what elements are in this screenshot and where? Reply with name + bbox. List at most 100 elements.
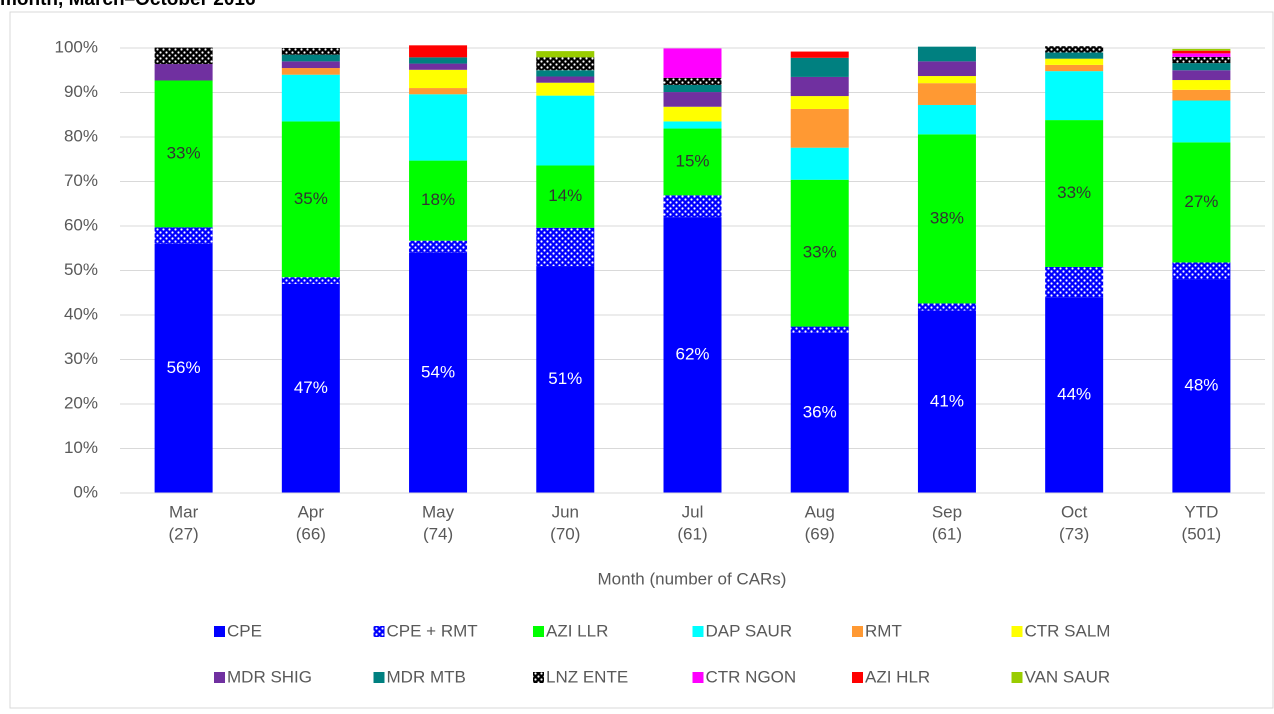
bar-segment: [790, 179, 849, 327]
bar-segment: [281, 68, 340, 75]
legend-label: CTR SALM: [1025, 621, 1111, 640]
y-tick-label: 80%: [64, 126, 98, 145]
data-label: 47%: [294, 378, 328, 397]
legend-label: CPE + RMT: [387, 621, 478, 640]
bar-segment: [409, 240, 468, 253]
y-tick-label: 10%: [64, 438, 98, 457]
data-label: 41%: [930, 391, 964, 410]
x-tick-label: (70): [550, 524, 580, 543]
bar-segment: [1045, 58, 1104, 65]
legend-swatch: [214, 626, 225, 637]
x-tick-label: May: [422, 502, 455, 521]
bar-segment: [1172, 279, 1231, 493]
bar-segment: [1172, 142, 1231, 263]
legend-label: DAP SAUR: [706, 621, 793, 640]
x-tick-label: Oct: [1061, 502, 1088, 521]
x-tick-label: Apr: [298, 502, 325, 521]
legend-label: MDR MTB: [387, 667, 466, 686]
legend-label: AZI LLR: [546, 621, 608, 640]
bar-segment: [1172, 53, 1231, 57]
bar-segment: [663, 195, 722, 218]
legend-swatch: [373, 672, 385, 683]
x-tick-label: Jul: [682, 502, 704, 521]
y-tick-label: 70%: [64, 171, 98, 190]
bar-segment: [409, 57, 468, 64]
legend-swatch: [533, 672, 544, 683]
x-tick-label: (66): [296, 524, 326, 543]
x-axis-title: Month (number of CARs): [598, 569, 787, 588]
bar-segment: [917, 83, 976, 105]
bar-segment: [663, 121, 722, 129]
legend-swatch: [1011, 626, 1023, 637]
bar-segment: [536, 70, 595, 77]
data-label: 33%: [803, 243, 837, 262]
bar-segment: [1045, 46, 1104, 53]
bar-segment: [790, 108, 849, 148]
bar-segment: [663, 106, 722, 122]
data-label: 36%: [803, 402, 837, 421]
y-tick-label: 60%: [64, 215, 98, 234]
bar-segment: [1172, 70, 1231, 81]
bar-segment: [917, 104, 976, 135]
bar-segment: [409, 94, 468, 161]
bar-segment: [663, 77, 722, 85]
bar-segment: [663, 84, 722, 93]
legend-swatch: [533, 626, 544, 637]
data-label: 62%: [675, 345, 709, 364]
y-tick-label: 40%: [64, 304, 98, 323]
bar-segment: [536, 57, 595, 71]
legend-swatch: [214, 672, 225, 683]
x-tick-label: YTD: [1184, 502, 1218, 521]
data-label: 18%: [421, 190, 455, 209]
data-label: 35%: [294, 189, 328, 208]
data-label: 14%: [548, 186, 582, 205]
bar-segment: [790, 96, 849, 109]
bar-segment: [281, 61, 340, 69]
bar-segment: [1172, 63, 1231, 71]
data-label: 54%: [421, 362, 455, 381]
bar-segment: [536, 82, 595, 96]
x-tick-label: (27): [168, 524, 198, 543]
bar-segment: [409, 160, 468, 241]
bar-segment: [1045, 71, 1104, 121]
bar-segment: [409, 63, 468, 70]
bar-segment: [1045, 297, 1104, 493]
bar-segment: [281, 121, 340, 278]
bar-segment: [154, 47, 213, 65]
data-label: 27%: [1184, 192, 1218, 211]
bar-segment: [409, 252, 468, 493]
legend-label: VAN SAUR: [1025, 667, 1111, 686]
x-tick-label: Aug: [805, 502, 835, 521]
x-tick-label: (69): [805, 524, 835, 543]
bar-segment: [536, 266, 595, 493]
data-label: 51%: [548, 369, 582, 388]
bar-segment: [917, 46, 976, 62]
bar-segment: [917, 76, 976, 84]
legend-swatch: [852, 626, 863, 637]
chart-title: month, March–October 2016: [0, 0, 256, 10]
bar-segment: [917, 61, 976, 77]
bar-segment: [1172, 48, 1231, 51]
bar-segment: [1045, 64, 1104, 72]
bar-segment: [536, 165, 595, 228]
x-tick-label: Sep: [932, 502, 962, 521]
bar-segment: [917, 134, 976, 304]
y-tick-label: 0%: [73, 482, 98, 501]
data-label: 56%: [167, 358, 201, 377]
y-tick-label: 50%: [64, 260, 98, 279]
legend-label: CTR NGON: [706, 667, 797, 686]
x-tick-label: Mar: [169, 502, 199, 521]
legend-label: MDR SHIG: [227, 667, 312, 686]
bar-segment: [663, 48, 722, 78]
data-label: 33%: [167, 143, 201, 162]
bar-segment: [281, 283, 340, 493]
bar-segment: [154, 227, 213, 244]
data-label: 33%: [1057, 183, 1091, 202]
legend-label: RMT: [865, 621, 902, 640]
legend-swatch: [692, 626, 704, 637]
bar-segment: [154, 64, 213, 81]
bar-segment: [1045, 266, 1104, 298]
bar-segment: [536, 51, 595, 58]
bar-segment: [281, 48, 340, 55]
